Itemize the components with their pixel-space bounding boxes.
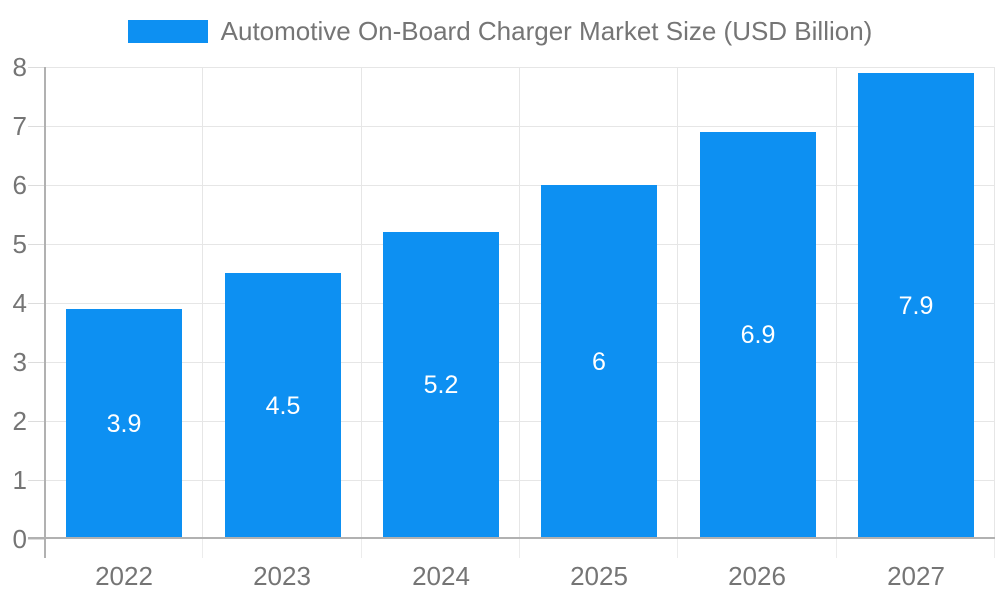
h-gridline	[45, 244, 995, 245]
y-axis-tick	[28, 67, 45, 68]
bar-2025: 6	[541, 185, 657, 539]
v-gridline	[361, 67, 362, 539]
y-axis-tick	[28, 362, 45, 363]
h-gridline	[45, 480, 995, 481]
x-axis-label: 2026	[728, 561, 786, 591]
x-axis-tick	[994, 539, 995, 558]
bar-2022: 3.9	[66, 309, 182, 539]
v-gridline	[836, 67, 837, 539]
bar-2026: 6.9	[700, 132, 816, 539]
h-gridline	[45, 126, 995, 127]
chart-legend: Automotive On-Board Charger Market Size …	[0, 16, 1000, 47]
h-gridline	[45, 67, 995, 68]
h-gridline	[45, 362, 995, 363]
v-gridline	[677, 67, 678, 539]
chart-title: Automotive On-Board Charger Market Size …	[220, 16, 873, 46]
bar-value-label: 5.2	[423, 371, 459, 399]
y-axis-tick	[28, 244, 45, 245]
x-axis-label: 2024	[412, 561, 470, 591]
h-gridline	[45, 421, 995, 422]
bar-2023: 4.5	[225, 273, 341, 539]
x-axis-tick	[202, 539, 203, 558]
x-axis-tick	[677, 539, 678, 558]
bar-value-label: 7.9	[898, 291, 934, 320]
y-axis-tick	[28, 539, 45, 540]
x-axis-label: 2027	[887, 561, 945, 591]
y-axis-label: 5	[12, 229, 27, 259]
y-axis-tick	[28, 421, 45, 422]
bar-2027: 7.9	[858, 73, 974, 539]
x-axis-label: 2025	[570, 561, 628, 591]
legend-swatch	[127, 20, 208, 43]
bar-value-label: 6	[592, 347, 606, 376]
y-axis-label: 7	[12, 111, 27, 141]
h-gridline	[45, 185, 995, 186]
bar-value-label: 4.5	[265, 391, 301, 420]
y-axis-label: 8	[12, 52, 27, 82]
y-axis-label: 0	[12, 524, 27, 554]
y-axis-label: 1	[12, 465, 27, 495]
v-gridline	[994, 67, 995, 539]
y-axis-label: 3	[12, 347, 27, 377]
bar-value-label: 3.9	[106, 409, 142, 438]
y-axis-label: 4	[12, 288, 27, 318]
y-axis-label: 2	[12, 406, 27, 436]
bar-value-label: 6.9	[740, 321, 776, 349]
x-axis-line	[28, 537, 995, 539]
y-axis-tick	[28, 303, 45, 304]
plot-area: 0 1 2 3 4 5 6 7 8 3.9 2022 4.5 2023 5.2 2024 6 2025 6.9 20…	[13, 53, 995, 591]
h-gridline	[45, 303, 995, 304]
y-axis-line	[44, 67, 46, 558]
bar-2024: 5.2	[383, 232, 499, 539]
y-axis-tick	[28, 185, 45, 186]
v-gridline	[519, 67, 520, 539]
y-axis-tick	[28, 126, 45, 127]
x-axis-tick	[836, 539, 837, 558]
x-axis-tick	[361, 539, 362, 558]
y-axis-label: 6	[12, 170, 27, 200]
x-axis-tick	[519, 539, 520, 558]
x-axis-label: 2023	[253, 561, 311, 591]
y-axis-tick	[28, 480, 45, 481]
x-axis-label: 2022	[95, 561, 153, 591]
v-gridline	[202, 67, 203, 539]
